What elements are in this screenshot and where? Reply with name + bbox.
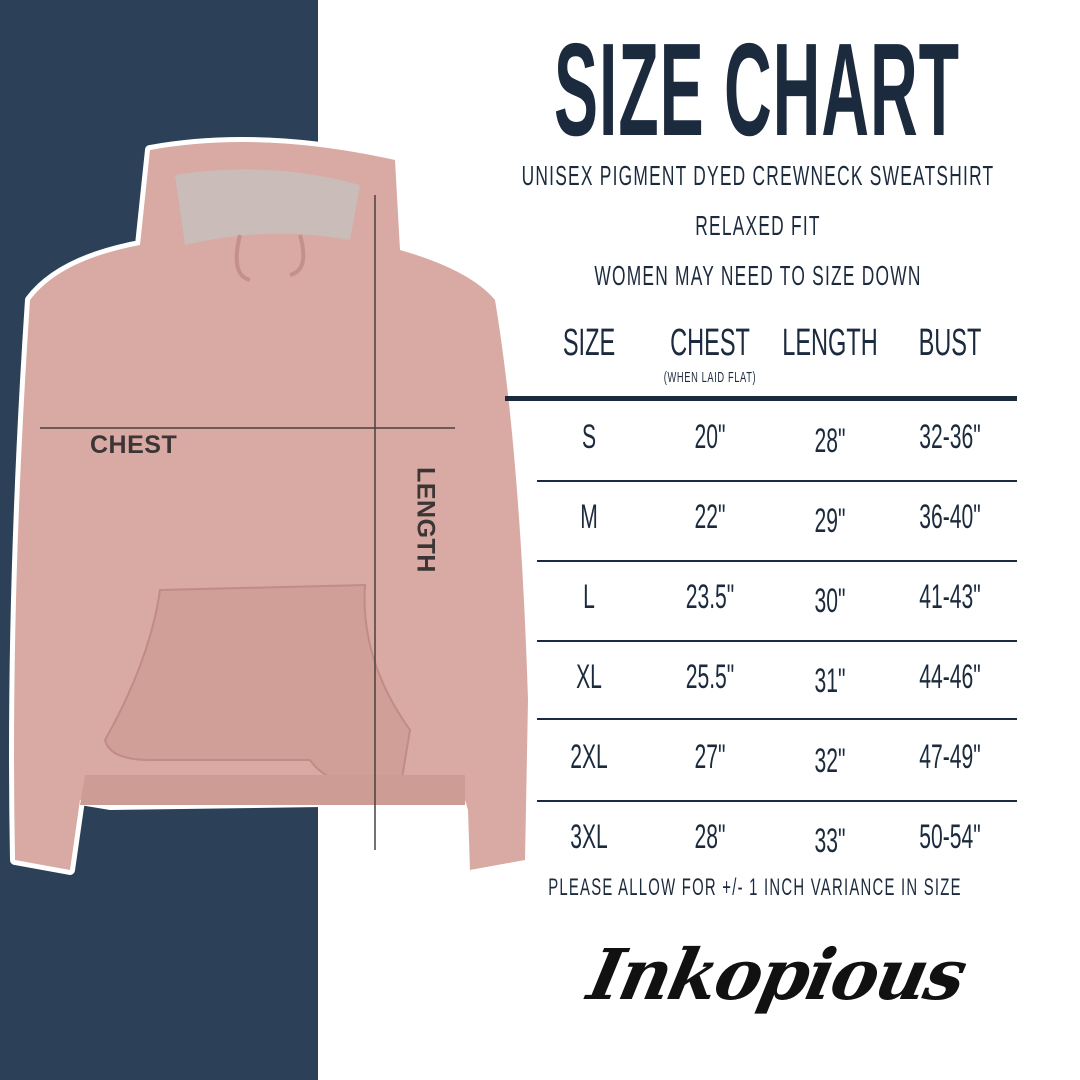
hoodie-image <box>14 142 528 870</box>
cell-bust: 50-54" <box>919 818 981 856</box>
sizing-advice: WOMEN MAY NEED TO SIZE DOWN <box>594 260 922 291</box>
cell-size: L <box>583 578 595 616</box>
product-name: UNISEX PIGMENT DYED CREWNECK SWEATSHIRT <box>521 160 995 191</box>
cell-size: 2XL <box>570 738 608 776</box>
row-divider <box>537 560 1017 562</box>
cell-chest: 22" <box>694 498 726 536</box>
header-length: LENGTH <box>782 322 878 364</box>
cell-chest: 25.5" <box>685 658 735 696</box>
length-label: LENGTH <box>411 467 440 573</box>
row-divider <box>537 800 1017 802</box>
row-divider <box>537 480 1017 482</box>
row-divider <box>537 718 1017 720</box>
cell-length: 30" <box>814 582 846 620</box>
cell-chest: 20" <box>694 418 726 456</box>
cell-chest: 23.5" <box>685 578 735 616</box>
cell-bust: 36-40" <box>919 498 981 536</box>
brand-logo: Inkopious <box>581 933 973 1016</box>
cell-length: 33" <box>814 822 846 860</box>
cell-chest: 28" <box>694 818 726 856</box>
cell-bust: 41-43" <box>919 578 981 616</box>
chest-note: (WHEN LAID FLAT) <box>663 369 757 386</box>
cell-bust: 47-49" <box>919 738 981 776</box>
cell-size: S <box>581 418 597 456</box>
cell-chest: 27" <box>694 738 726 776</box>
cell-length: 31" <box>814 662 846 700</box>
cell-size: 3XL <box>570 818 608 856</box>
cell-length: 32" <box>814 742 846 780</box>
cell-bust: 32-36" <box>919 418 981 456</box>
cell-size: XL <box>576 658 602 696</box>
cell-size: M <box>580 498 598 536</box>
cell-length: 29" <box>814 502 846 540</box>
header-chest: CHEST <box>670 322 750 364</box>
header-bust: BUST <box>918 322 982 364</box>
row-divider <box>537 640 1017 642</box>
fit-note: RELAXED FIT <box>695 210 821 241</box>
page-title: SIZE CHART <box>554 16 960 163</box>
header-size: SIZE <box>562 322 616 364</box>
chest-label: CHEST <box>90 431 178 459</box>
header-divider <box>505 396 1017 401</box>
cell-length: 28" <box>814 422 846 460</box>
variance-footnote: PLEASE ALLOW FOR +/- 1 INCH VARIANCE IN … <box>548 874 962 901</box>
cell-bust: 44-46" <box>919 658 981 696</box>
